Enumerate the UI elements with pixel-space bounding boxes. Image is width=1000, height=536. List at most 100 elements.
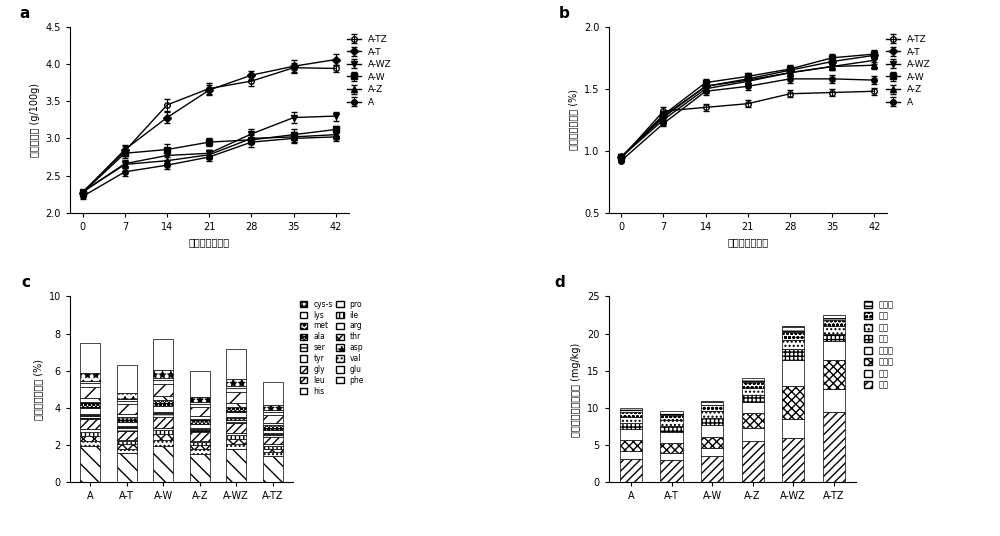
Bar (117, 427, 137, 428)
Bar (263, 426, 283, 430)
Bar (117, 431, 137, 440)
Bar (263, 405, 283, 411)
Bar (80, 415, 100, 416)
Bar (80, 381, 100, 383)
Bar (701, 437, 723, 448)
Bar (660, 411, 683, 415)
Bar (263, 449, 283, 452)
Bar (620, 417, 642, 423)
Bar (823, 390, 845, 412)
Bar (153, 339, 173, 370)
Bar (153, 396, 173, 400)
Bar (117, 400, 137, 404)
Bar (742, 442, 764, 482)
Bar (117, 440, 137, 441)
Bar (742, 394, 764, 402)
Bar (742, 388, 764, 394)
Bar (782, 332, 804, 340)
Bar (620, 429, 642, 440)
Bar (153, 384, 173, 396)
Bar (782, 419, 804, 438)
Bar (742, 382, 764, 388)
Bar (823, 326, 845, 333)
Bar (190, 402, 210, 404)
Bar (226, 435, 246, 438)
Bar (117, 449, 137, 452)
Bar (117, 422, 137, 426)
Bar (620, 423, 642, 429)
Bar (660, 443, 683, 453)
Bar (226, 418, 246, 419)
Bar (153, 428, 173, 430)
Bar (117, 444, 137, 449)
Bar (226, 412, 246, 418)
Bar (80, 374, 100, 381)
Bar (190, 371, 210, 397)
Bar (660, 453, 683, 460)
Bar (263, 414, 283, 423)
Bar (742, 377, 764, 382)
Bar (263, 452, 283, 456)
Bar (226, 419, 246, 420)
Bar (263, 435, 283, 437)
Bar (742, 413, 764, 428)
Bar (701, 411, 723, 418)
Bar (742, 428, 764, 442)
Bar (80, 387, 100, 398)
Bar (660, 426, 683, 432)
Bar (620, 451, 642, 459)
Bar (190, 429, 210, 430)
Bar (701, 425, 723, 437)
Legend: A-TZ, A-T, A-WZ, A-W, A-Z, A: A-TZ, A-T, A-WZ, A-W, A-Z, A (882, 31, 934, 110)
Bar (226, 379, 246, 386)
Bar (80, 436, 100, 441)
Legend: 烃烃类, 酸类, 其它, 酚类, 杂环类, 羰基类, 酯类, 醇类: 烃烃类, 酸类, 其它, 酚类, 杂环类, 羰基类, 酯类, 醇类 (860, 297, 897, 393)
Bar (190, 442, 210, 445)
Bar (782, 348, 804, 360)
Bar (153, 412, 173, 413)
Bar (80, 398, 100, 403)
Bar (701, 405, 723, 411)
Bar (153, 400, 173, 406)
Bar (263, 434, 283, 435)
Bar (226, 349, 246, 379)
Bar (620, 440, 642, 451)
Bar (80, 429, 100, 431)
Bar (190, 397, 210, 402)
Bar (190, 453, 210, 482)
Bar (153, 434, 173, 440)
Bar (80, 414, 100, 415)
Bar (80, 408, 100, 414)
Bar (660, 420, 683, 426)
Text: a: a (20, 5, 30, 20)
Bar (190, 428, 210, 429)
Bar (263, 433, 283, 434)
Bar (80, 419, 100, 429)
Bar (226, 433, 246, 435)
Bar (153, 380, 173, 384)
Bar (263, 430, 283, 433)
Bar (190, 419, 210, 424)
Bar (153, 413, 173, 414)
Bar (660, 460, 683, 482)
Bar (263, 411, 283, 412)
Bar (782, 360, 804, 386)
Bar (80, 431, 100, 436)
Bar (226, 423, 246, 433)
Bar (117, 365, 137, 393)
Bar (117, 452, 137, 482)
Text: d: d (554, 275, 565, 290)
Bar (620, 459, 642, 482)
Bar (80, 383, 100, 387)
Bar (153, 440, 173, 445)
Bar (782, 340, 804, 348)
Text: b: b (558, 5, 569, 20)
Bar (823, 341, 845, 360)
Bar (190, 430, 210, 433)
Bar (153, 406, 173, 412)
Bar (190, 433, 210, 441)
Bar (823, 320, 845, 326)
Bar (782, 438, 804, 482)
Y-axis label: 挥发性风味物质含量 (mg/kg): 挥发性风味物质含量 (mg/kg) (571, 343, 581, 436)
Bar (263, 423, 283, 426)
